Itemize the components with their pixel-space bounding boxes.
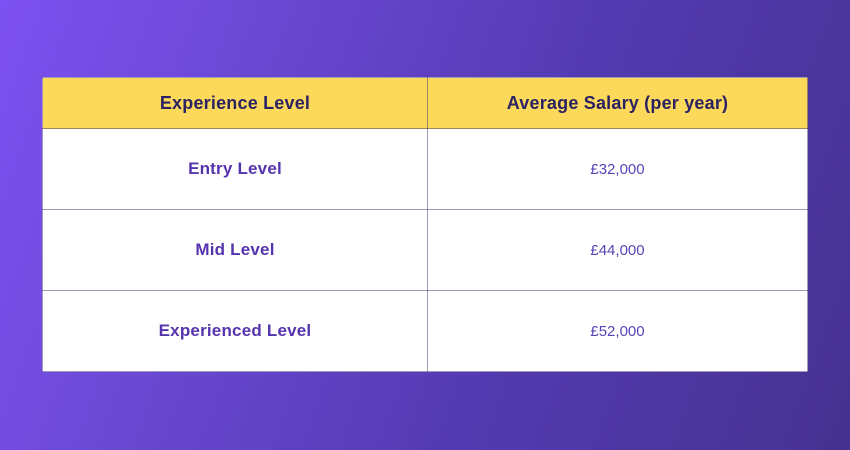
table-row: Experienced Level £52,000 xyxy=(42,290,808,372)
salary-value-cell: £44,000 xyxy=(427,209,808,291)
table-header-experience-level: Experience Level xyxy=(42,77,428,129)
table-row: Mid Level £44,000 xyxy=(42,209,808,291)
experience-level-cell: Mid Level xyxy=(42,209,428,291)
table-header-average-salary: Average Salary (per year) xyxy=(427,77,808,129)
table-header-row: Experience Level Average Salary (per yea… xyxy=(42,77,808,129)
salary-value-cell: £52,000 xyxy=(427,290,808,372)
salary-value-cell: £32,000 xyxy=(427,128,808,210)
table-row: Entry Level £32,000 xyxy=(42,128,808,210)
experience-level-cell: Entry Level xyxy=(42,128,428,210)
salary-table: Experience Level Average Salary (per yea… xyxy=(42,77,808,372)
experience-level-cell: Experienced Level xyxy=(42,290,428,372)
